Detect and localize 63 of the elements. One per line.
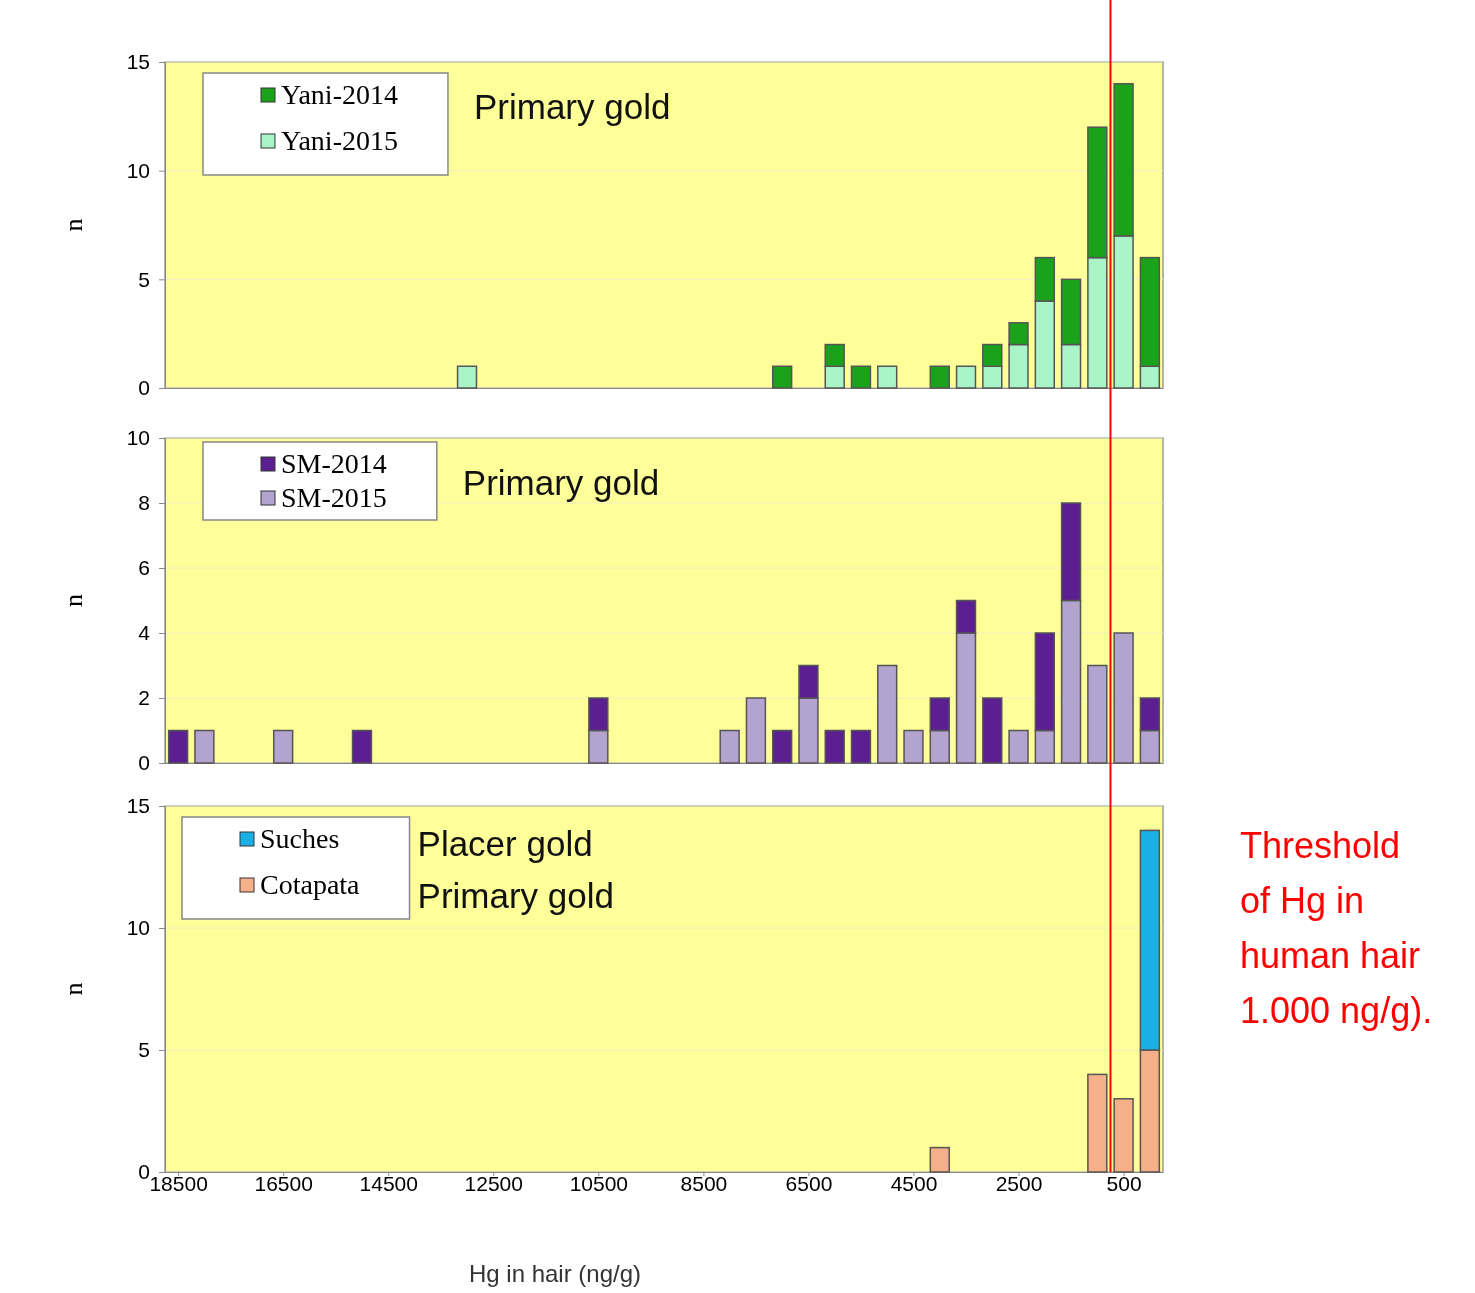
y-tick-label: 2: [138, 686, 150, 710]
bar: [929, 1146, 950, 1173]
y-tick-label: 5: [138, 267, 150, 291]
x-tick-label: 2500: [995, 1172, 1043, 1195]
legend-label: Cotapata: [260, 869, 361, 900]
bar: [850, 729, 872, 764]
y-axis-title: n: [59, 594, 88, 607]
bar: [955, 365, 977, 389]
bar: [1087, 664, 1108, 764]
annotation: Primary gold: [473, 87, 671, 126]
bar: [903, 729, 924, 764]
bar: [877, 365, 898, 389]
bar: [745, 697, 767, 764]
bar: [1087, 1073, 1108, 1173]
x-tick-label: 8500: [680, 1172, 728, 1195]
y-tick-label: 0: [138, 751, 150, 775]
annotation: Primary gold: [462, 463, 660, 502]
x-tick-label: 500: [1106, 1172, 1142, 1195]
annotation: Primary gold: [417, 876, 614, 915]
bar: [929, 365, 950, 389]
y-tick-label: 5: [138, 1038, 150, 1062]
bar: [719, 729, 740, 764]
x-tick-label: 4500: [890, 1172, 938, 1195]
legend-label: SM-2015: [281, 482, 387, 513]
bar: [167, 729, 189, 764]
bar: [1113, 632, 1134, 764]
annotation: Placer gold: [417, 824, 593, 863]
bar: [272, 729, 294, 764]
y-tick-label: 0: [138, 1160, 150, 1184]
y-tick-label: 4: [138, 621, 151, 645]
legend-label: SM-2014: [281, 448, 387, 479]
legend-label: Yani-2015: [281, 125, 398, 156]
y-tick-label: 8: [138, 491, 150, 515]
legend-label: Suches: [260, 823, 340, 854]
bar: [850, 365, 872, 389]
bar: [771, 729, 793, 764]
bar: [456, 365, 478, 389]
x-tick-label: 12500: [464, 1172, 523, 1195]
bar: [824, 729, 845, 764]
bar: [194, 729, 215, 764]
bar: [1008, 729, 1029, 764]
bar: [1113, 1098, 1134, 1173]
y-tick-label: 10: [126, 158, 150, 182]
bar: [351, 729, 373, 764]
x-tick-label: 10500: [569, 1172, 629, 1195]
y-tick-label: 15: [126, 50, 150, 74]
y-axis-title: n: [59, 218, 88, 232]
bar: [771, 365, 793, 389]
x-tick-label: 16500: [254, 1172, 313, 1195]
legend-label: Yani-2014: [281, 79, 398, 110]
bar: [877, 664, 898, 764]
y-tick-label: 15: [126, 794, 150, 818]
y-tick-label: 0: [138, 376, 150, 400]
y-tick-label: 10: [126, 916, 150, 940]
bar: [982, 697, 1003, 764]
x-tick-label: 6500: [785, 1172, 833, 1195]
y-tick-label: 10: [126, 426, 150, 450]
x-axis-title: Hg in hair (ng/g): [468, 1260, 642, 1287]
x-tick-label: 14500: [359, 1172, 418, 1195]
x-tick-label: 18500: [149, 1172, 208, 1195]
y-axis-title: n: [59, 982, 88, 996]
ref-line-label: Threshold of Hg in human hair 1.000 ng/g).: [1240, 825, 1433, 1031]
y-tick-label: 6: [138, 556, 150, 580]
